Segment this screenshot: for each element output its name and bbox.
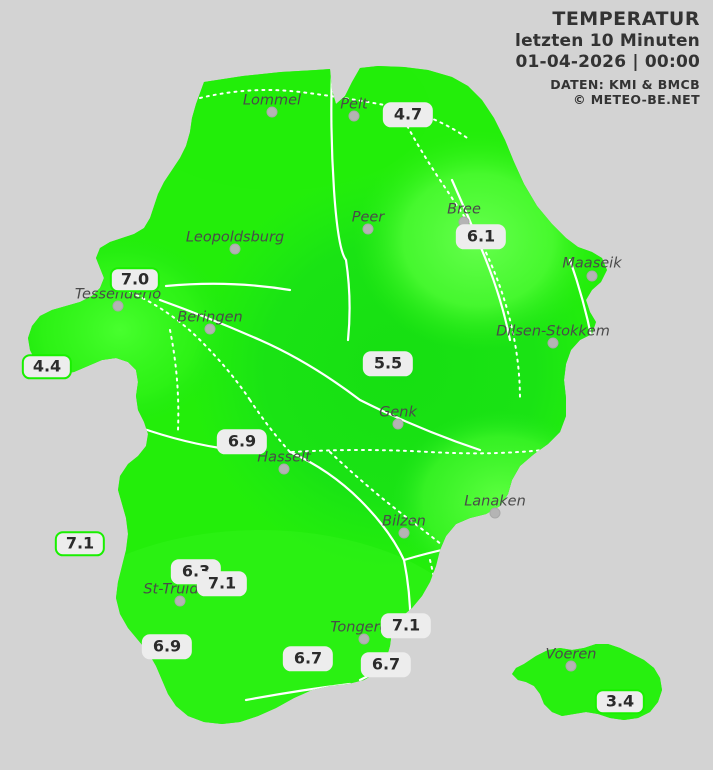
header-source: DATEN: KMI & BMCB (550, 76, 700, 92)
header-title: TEMPERATUR (552, 8, 700, 30)
city-label: Peer (352, 207, 385, 226)
city-marker-dot (489, 507, 501, 519)
city-marker-dot (586, 270, 598, 282)
city-marker-dot (112, 300, 124, 312)
city-label-text: Leopoldsburg (185, 229, 285, 246)
temp-band-west (28, 235, 230, 425)
city-label-text: Bree (447, 201, 481, 218)
city-marker-dot (398, 527, 410, 539)
city-label: Voeren (546, 644, 597, 663)
city-marker-dot (229, 243, 241, 255)
temperature-badge: 6.7 (360, 652, 412, 678)
temperature-badge: 7.1 (54, 531, 106, 557)
temperature-badge: 4.4 (21, 354, 73, 380)
city-marker-dot (266, 106, 278, 118)
city-label: Beringen (177, 307, 242, 326)
city-marker-dot (278, 463, 290, 475)
city-label: Maaseik (562, 253, 621, 272)
temperature-badge: 6.9 (216, 429, 268, 455)
temperature-badge: 6.9 (141, 634, 193, 660)
city-label-text: Lommel (242, 92, 302, 109)
header-datetime: 01-04-2026 | 00:00 (515, 51, 700, 72)
city-label: Lanaken (464, 491, 526, 510)
city-label: Bree (447, 199, 481, 218)
city-label: Pelt (340, 94, 367, 113)
city-label-text: Maaseik (562, 255, 622, 272)
temperature-badge: 4.7 (382, 102, 434, 128)
city-label: Lommel (243, 90, 301, 109)
city-label: Dilsen-Stokkem (496, 321, 610, 340)
city-marker-dot (547, 337, 559, 349)
city-label: Hasselt (257, 447, 311, 466)
map-header: TEMPERATUR letzten 10 Minuten 01-04-2026… (515, 8, 700, 107)
city-label: Genk (379, 402, 417, 421)
city-label-text: Peer (351, 209, 385, 226)
city-marker-dot (565, 660, 577, 672)
header-subtitle: letzten 10 Minuten (515, 31, 700, 52)
city-marker-dot (174, 595, 186, 607)
temperature-badge: 7.1 (380, 613, 432, 639)
city-marker-dot (348, 110, 360, 122)
temperature-badge: 6.7 (282, 646, 334, 672)
header-copyright: © METEO-BE.NET (573, 91, 700, 107)
city-label-text: Lanaken (464, 493, 526, 510)
temperature-badge: 5.5 (362, 351, 414, 377)
city-marker-dot (362, 223, 374, 235)
temperature-badge: 7.0 (109, 267, 161, 293)
temperature-badge: 7.1 (196, 571, 248, 597)
city-label-text: Hasselt (257, 449, 311, 466)
city-label: Bilzen (382, 511, 426, 530)
city-marker-dot (358, 633, 370, 645)
city-label-text: Dilsen-Stokkem (496, 323, 610, 340)
temperature-badge: 6.1 (455, 224, 507, 250)
city-label-text: Voeren (545, 646, 597, 663)
city-marker-dot (204, 323, 216, 335)
city-label-text: Pelt (340, 96, 368, 113)
temperature-badge: 3.4 (594, 689, 646, 715)
city-marker-dot (392, 418, 404, 430)
city-label-text: Bilzen (382, 513, 426, 530)
city-label-text: Beringen (177, 309, 243, 326)
city-label-text: Genk (379, 404, 417, 421)
city-label: Leopoldsburg (186, 227, 284, 246)
temp-band-south (30, 530, 490, 724)
